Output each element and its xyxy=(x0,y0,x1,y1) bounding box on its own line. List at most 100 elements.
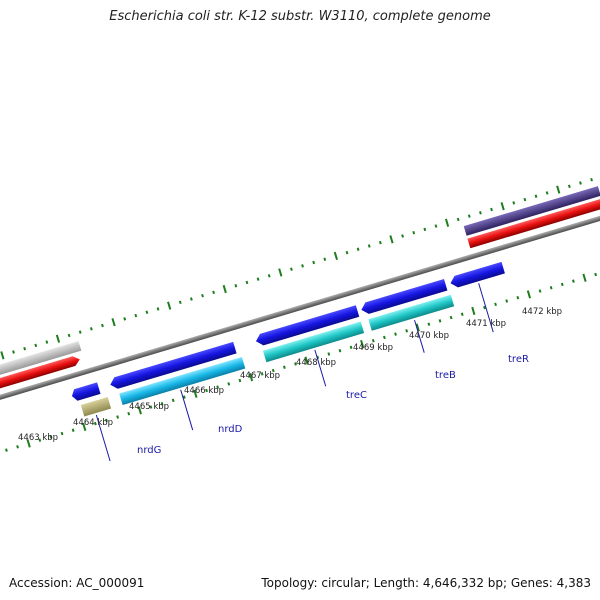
minor-tick xyxy=(405,329,409,333)
nrdD-cds[interactable] xyxy=(109,341,237,391)
kbp-label: 4469 kbp xyxy=(353,343,393,353)
minor-tick xyxy=(60,431,64,436)
minor-tick xyxy=(127,411,131,416)
minor-tick xyxy=(338,348,342,353)
major-tick xyxy=(193,389,198,398)
minor-tick xyxy=(567,184,571,189)
major-tick xyxy=(82,422,87,432)
major-tick xyxy=(26,439,31,448)
kbp-label: 4471 kbp xyxy=(466,319,506,329)
minor-tick xyxy=(301,264,304,268)
gene-label-treB[interactable]: treB xyxy=(435,370,456,381)
upper-feature-lane xyxy=(0,186,600,391)
map-title: Escherichia coli str. K-12 substr. W3110… xyxy=(109,9,491,24)
minor-tick xyxy=(349,345,353,350)
minor-tick xyxy=(534,194,538,198)
kbp-label: 4466 kbp xyxy=(184,386,224,396)
minor-tick xyxy=(579,181,582,185)
major-tick xyxy=(304,356,309,365)
minor-tick xyxy=(267,274,271,278)
accession-text: Accession: AC_000091 xyxy=(9,576,145,590)
minor-tick xyxy=(356,247,360,252)
minor-tick xyxy=(594,272,598,277)
minor-tick xyxy=(490,207,493,212)
red-feature-right[interactable] xyxy=(467,198,600,249)
kbp-label: 4472 kbp xyxy=(522,307,562,317)
kbp-scale-labels: 4463 kbp 4464 kbp 4465 kbp 4466 kbp 4467… xyxy=(18,307,562,443)
minor-tick xyxy=(394,332,397,336)
major-tick xyxy=(360,339,365,349)
minor-tick xyxy=(505,299,509,303)
minor-tick xyxy=(160,402,164,406)
minor-tick xyxy=(312,260,316,265)
minor-tick xyxy=(572,279,575,283)
genome-summary-text: Topology: circular; Length: 4,646,332 bp… xyxy=(261,576,591,590)
treC-cds[interactable] xyxy=(254,305,360,347)
minor-tick xyxy=(189,297,193,301)
red-feature[interactable] xyxy=(0,355,81,391)
major-tick xyxy=(526,290,532,299)
minor-tick xyxy=(38,438,42,442)
minor-tick xyxy=(383,335,386,340)
minor-tick xyxy=(156,307,160,311)
minor-tick xyxy=(178,300,182,305)
minor-tick xyxy=(449,315,453,320)
gray-feature[interactable] xyxy=(0,340,82,379)
major-tick xyxy=(415,323,420,332)
minor-tick xyxy=(238,378,242,383)
major-tick xyxy=(0,351,5,360)
minor-tick xyxy=(256,277,260,281)
nrdD-mrna[interactable] xyxy=(119,356,246,406)
gene-label-treC[interactable]: treC xyxy=(346,390,367,401)
minor-tick xyxy=(93,421,97,426)
outer-tick-row xyxy=(0,177,593,360)
minor-tick xyxy=(590,177,593,182)
treB-mrna[interactable] xyxy=(368,294,455,331)
minor-tick xyxy=(434,224,438,228)
major-tick xyxy=(55,334,61,343)
minor-tick xyxy=(545,191,549,195)
minor-tick xyxy=(116,415,120,419)
nrdG-cds[interactable] xyxy=(70,382,101,401)
minor-tick xyxy=(245,280,249,285)
minor-tick xyxy=(67,333,71,338)
purple-feature[interactable] xyxy=(463,186,600,236)
minor-tick xyxy=(371,339,375,343)
treB-cds[interactable] xyxy=(360,278,448,316)
major-tick xyxy=(111,318,116,327)
gene-label-nrdG[interactable]: nrdG xyxy=(137,445,161,456)
minor-tick xyxy=(78,330,82,334)
kbp-label: 4470 kbp xyxy=(409,331,449,341)
minor-tick xyxy=(227,382,231,386)
minor-tick xyxy=(538,289,542,293)
treC-mrna[interactable] xyxy=(262,321,365,363)
minor-tick xyxy=(145,310,149,314)
major-tick xyxy=(137,406,142,415)
minor-tick xyxy=(260,372,264,376)
minor-tick xyxy=(460,312,464,316)
minor-tick xyxy=(345,250,349,255)
gene-label-nrdD[interactable]: nrdD xyxy=(218,424,243,435)
kbp-label: 4465 kbp xyxy=(129,402,169,412)
minor-tick xyxy=(123,317,127,321)
nrdG-trna[interactable] xyxy=(80,396,112,417)
kbp-label: 4467 kbp xyxy=(240,371,280,381)
gene-label-treR[interactable]: treR xyxy=(508,354,529,365)
major-tick xyxy=(389,235,394,244)
minor-tick xyxy=(212,290,216,295)
minor-tick xyxy=(105,418,108,423)
inner-tick-row xyxy=(5,272,598,452)
minor-tick xyxy=(205,388,208,393)
minor-tick xyxy=(5,448,8,452)
minor-tick xyxy=(467,214,471,218)
minor-tick xyxy=(378,240,382,245)
minor-tick xyxy=(45,340,49,344)
minor-tick xyxy=(512,201,516,205)
minor-tick xyxy=(523,197,527,202)
minor-tick xyxy=(427,322,431,326)
major-tick xyxy=(248,373,254,382)
minor-tick xyxy=(149,405,153,409)
gene-leader-lines xyxy=(95,283,494,462)
treR-cds[interactable] xyxy=(449,261,505,289)
minor-tick xyxy=(34,343,38,348)
